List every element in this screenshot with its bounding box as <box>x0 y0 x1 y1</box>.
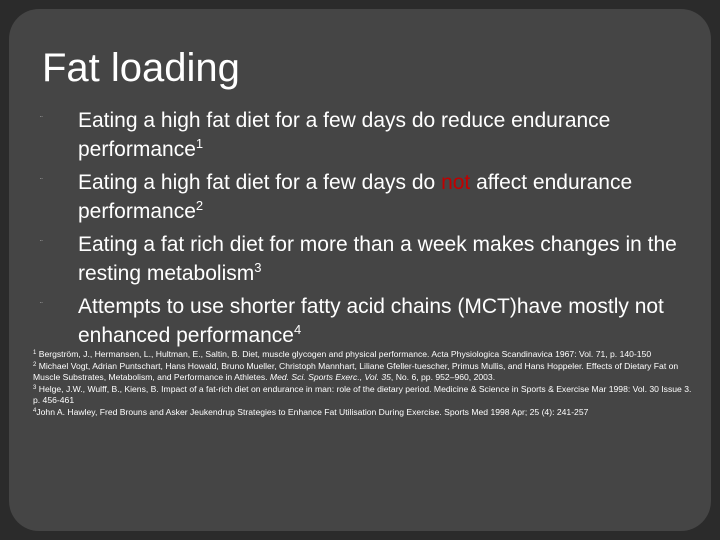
bullet-marker-icon: ¨ <box>40 177 43 186</box>
reference-number: 1 <box>33 350 37 356</box>
reference-item: 3 Helge, J.W., Wulff, B., Kiens, B. Impa… <box>33 384 693 407</box>
bullet-footnote-ref: 3 <box>254 260 262 275</box>
bullet-item: ¨ Eating a high fat diet for a few days … <box>20 168 680 226</box>
reference-item: 2 Michael Vogt, Adrian Puntschart, Hans … <box>33 361 693 384</box>
bullet-text: Eating a fat rich diet for more than a w… <box>78 233 677 285</box>
bullet-list: ¨ Eating a high fat diet for a few days … <box>20 106 680 354</box>
slide-title: Fat loading <box>42 46 240 90</box>
reference-text: Helge, J.W., Wulff, B., Kiens, B. Impact… <box>33 383 692 406</box>
bullet-highlight: not <box>441 171 471 194</box>
reference-item: 4John A. Hawley, Fred Brouns and Asker J… <box>33 407 693 419</box>
bullet-text: Eating a high fat diet for a few days do… <box>78 109 611 161</box>
reference-text: John A. Hawley, Fred Brouns and Asker Je… <box>36 406 589 417</box>
slide-panel <box>9 9 711 531</box>
bullet-footnote-ref: 1 <box>195 136 204 151</box>
bullet-marker-icon: ¨ <box>40 115 43 124</box>
bullet-marker-icon: ¨ <box>40 239 43 248</box>
reference-journal: Med. Sci. Sports Exerc., Vol. 35 <box>269 372 391 382</box>
bullet-item: ¨ Eating a fat rich diet for more than a… <box>20 230 680 288</box>
bullet-text: affect endurance performance <box>78 171 633 223</box>
reference-item: 1 Bergström, J., Hermansen, L., Hultman,… <box>33 349 693 361</box>
bullet-text: Attempts to use shorter fatty acid chain… <box>78 295 664 347</box>
bullet-item: ¨ Attempts to use shorter fatty acid cha… <box>20 292 680 350</box>
reference-text: Bergström, J., Hermansen, L., Hultman, E… <box>36 349 652 359</box>
reference-number: 2 <box>33 361 37 368</box>
bullet-footnote-ref: 4 <box>293 322 302 337</box>
bullet-item: ¨ Eating a high fat diet for a few days … <box>20 106 680 164</box>
references: 1 Bergström, J., Hermansen, L., Hultman,… <box>33 349 693 418</box>
reference-text: Michael Vogt, Adrian Puntschart, Hans Ho… <box>33 360 679 383</box>
bullet-footnote-ref: 2 <box>195 198 204 213</box>
bullet-marker-icon: ¨ <box>40 301 43 310</box>
reference-number: 3 <box>33 384 37 391</box>
reference-number: 4 <box>33 407 37 414</box>
reference-text: , No. 6, pp. 952–960, 2003. <box>390 372 496 382</box>
bullet-text: Eating a high fat diet for a few days do <box>78 171 442 194</box>
